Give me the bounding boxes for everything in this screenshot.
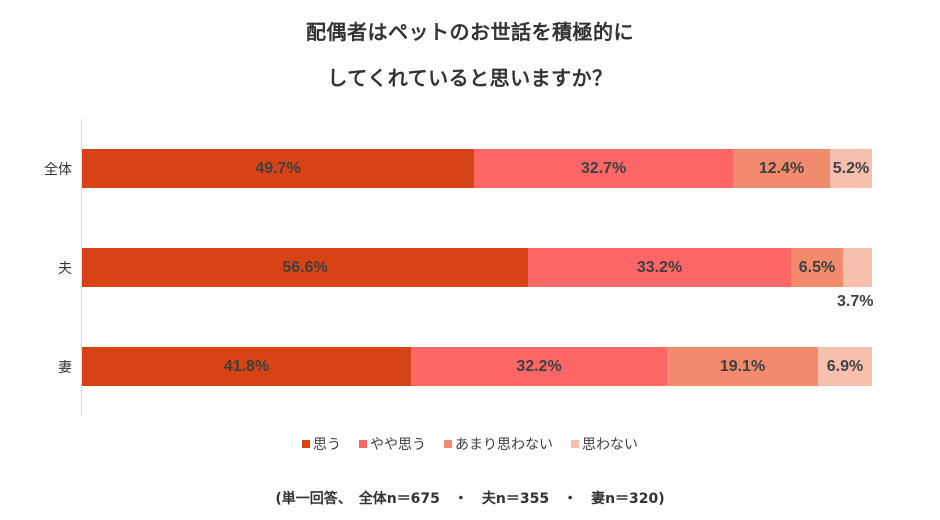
legend-label: 思わない <box>582 437 638 453</box>
bar-row-wife: 41.8% 32.2% 19.1% 6.9% <box>82 347 872 386</box>
bar-segment-omowanai: 5.2% <box>830 149 872 188</box>
bar-row-husband: 56.6% 33.2% 6.5% <box>82 248 872 287</box>
legend-swatch-icon <box>302 440 310 448</box>
bar-segment-amari-omowanai: 12.4% <box>733 149 830 188</box>
legend-label: あまり思わない <box>455 437 553 453</box>
bar-segment-omowanai <box>843 248 872 287</box>
legend-label: やや思う <box>370 437 426 453</box>
sample-size-note: (単一回答、 全体n＝675 ・ 夫n＝355 ・ 妻n＝320) <box>275 491 665 507</box>
bar-segment-omou: 41.8% <box>82 347 411 386</box>
legend-swatch-icon <box>571 440 579 448</box>
bar-segment-omou: 49.7% <box>82 149 474 188</box>
outside-label-husband-omowanai: 3.7% <box>837 293 874 310</box>
bar-segment-omou: 56.6% <box>82 248 528 287</box>
bar-segment-yaya-omou: 32.7% <box>474 149 733 188</box>
legend-item-omowanai: 思わない <box>571 434 638 454</box>
category-label-husband: 夫 <box>58 261 72 277</box>
bar-segment-amari-omowanai: 19.1% <box>667 347 818 386</box>
category-label-all: 全体 <box>44 162 72 178</box>
legend-swatch-icon <box>444 440 452 448</box>
legend-item-omou: 思う <box>302 434 341 454</box>
bar-row-all: 49.7% 32.7% 12.4% 5.2% <box>82 149 872 188</box>
chart-title-line1: 配偶者はペットのお世話を積極的に <box>306 20 634 44</box>
bar-segment-yaya-omou: 32.2% <box>411 347 667 386</box>
bar-segment-amari-omowanai: 6.5% <box>791 248 843 287</box>
bar-segment-yaya-omou: 33.2% <box>528 248 791 287</box>
chart-title-line2: してくれていると思いますか？ <box>327 66 613 90</box>
legend-item-amari-omowanai: あまり思わない <box>444 434 553 454</box>
legend-swatch-icon <box>359 440 367 448</box>
category-label-wife: 妻 <box>58 360 72 376</box>
bar-segment-omowanai: 6.9% <box>818 347 872 386</box>
legend-item-yaya-omou: やや思う <box>359 434 426 454</box>
chart-legend: 思う やや思う あまり思わない 思わない <box>0 434 940 454</box>
category-axis-line <box>81 119 82 416</box>
legend-label: 思う <box>313 437 341 453</box>
